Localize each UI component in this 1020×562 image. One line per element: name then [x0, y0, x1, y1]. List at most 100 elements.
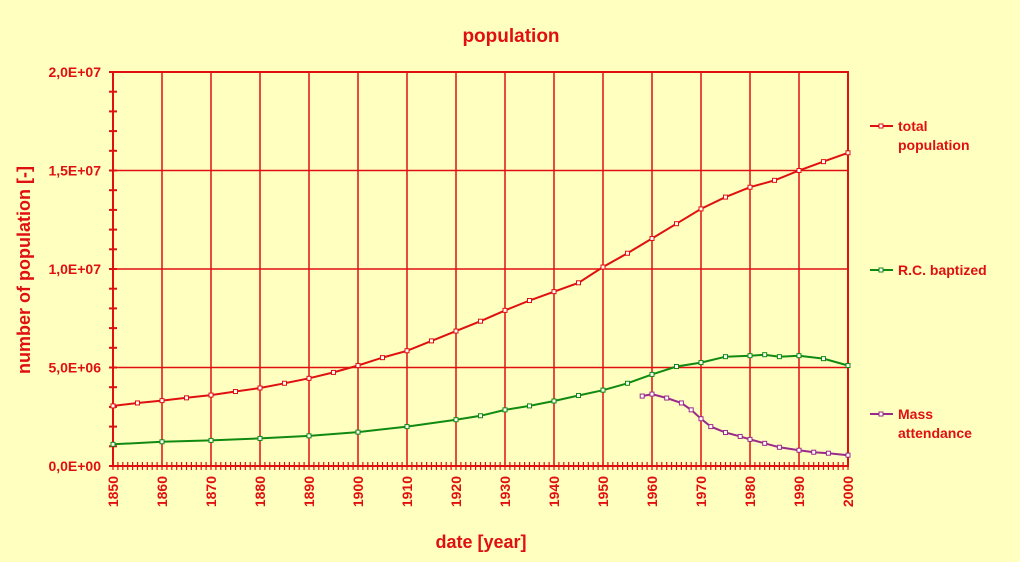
data-point: [747, 184, 753, 190]
data-point: [821, 159, 826, 165]
data-point: [776, 444, 782, 450]
x-tick-label: 1860: [154, 476, 170, 507]
x-tick-label: 1890: [301, 476, 317, 507]
data-point: [159, 398, 165, 404]
data-point: [478, 413, 483, 419]
data-point: [776, 354, 782, 360]
legend-label: total population: [898, 118, 970, 153]
data-point: [747, 436, 753, 442]
legend-label: R.C. baptized: [898, 262, 987, 278]
data-point: [821, 356, 826, 362]
data-point: [723, 430, 728, 436]
data-point: [184, 395, 189, 401]
x-tick-label: 1910: [399, 476, 415, 507]
data-point: [796, 353, 802, 359]
grid: [112, 71, 849, 467]
legend: total population R.C. baptized Mass attendan…: [870, 118, 987, 441]
x-tick-label: 1850: [105, 476, 121, 507]
data-point: [825, 450, 831, 456]
y-tick-label: 2,0E+07: [48, 64, 101, 80]
legend-marker: [878, 411, 884, 417]
x-tick-label: 1880: [252, 476, 268, 507]
data-point: [282, 380, 287, 386]
legend-label-line: attendance: [898, 425, 972, 441]
data-point: [698, 416, 704, 422]
data-point: [649, 391, 655, 397]
data-point: [674, 221, 679, 227]
data-point: [502, 407, 508, 413]
data-point: [380, 355, 385, 361]
data-point: [478, 318, 483, 324]
data-point: [698, 360, 704, 366]
data-point: [845, 452, 851, 458]
x-tick-label: 1900: [350, 476, 366, 507]
data-point: [772, 177, 777, 183]
data-point: [845, 150, 851, 156]
data-point: [404, 348, 410, 354]
legend-label-line: population: [898, 137, 970, 153]
data-point: [257, 435, 263, 441]
data-point: [664, 395, 670, 401]
legend-marker: [878, 267, 884, 273]
legend-label-line: Mass: [898, 406, 933, 422]
data-point: [576, 392, 581, 398]
data-point: [110, 403, 116, 409]
data-point: [551, 398, 557, 404]
data-point: [110, 441, 116, 447]
y-tick-label: 1,0E+07: [48, 261, 101, 277]
series: [110, 150, 851, 458]
x-tick-label: 1990: [791, 476, 807, 507]
data-point: [600, 387, 606, 393]
data-point: [762, 440, 768, 446]
data-point: [527, 298, 532, 304]
x-tick-label: 1870: [203, 476, 219, 507]
data-point: [135, 400, 140, 406]
data-point: [845, 363, 851, 369]
x-tick-label: 1940: [546, 476, 562, 507]
data-point: [723, 194, 728, 200]
x-tick-label: 1960: [644, 476, 660, 507]
data-point: [796, 447, 802, 453]
data-point: [208, 392, 214, 398]
data-point: [747, 353, 753, 359]
x-tick-label: 1980: [742, 476, 758, 507]
axes: 0,0E+00 5,0E+06 1,0E+07 1,5E+07 2,0E+07 1850 1…: [48, 64, 856, 507]
data-point: [674, 364, 679, 370]
data-point: [811, 449, 817, 455]
data-point: [257, 385, 263, 391]
data-point: [796, 168, 802, 173]
x-tick-label: 1930: [497, 476, 513, 507]
data-point: [762, 352, 768, 358]
chart-title: population: [462, 26, 559, 47]
data-point: [527, 403, 532, 409]
data-point: [502, 307, 508, 313]
data-point: [453, 417, 459, 423]
data-point: [708, 424, 714, 430]
data-point: [208, 437, 214, 443]
data-point: [678, 400, 684, 406]
data-point: [625, 380, 630, 386]
data-point: [649, 371, 655, 377]
legend-marker: [878, 123, 884, 129]
data-point: [355, 363, 361, 369]
x-tick-label: 1920: [448, 476, 464, 507]
data-point: [688, 407, 694, 413]
y-tick-label: 0,0E+00: [48, 458, 101, 474]
legend-label-line: total: [898, 118, 928, 134]
x-tick-label: 2000: [840, 476, 856, 507]
data-point: [576, 280, 581, 286]
legend-label: Mass attendance: [898, 406, 972, 441]
x-tick-label: 1970: [693, 476, 709, 507]
y-axis-label: number of population [-]: [14, 166, 34, 374]
data-point: [649, 235, 655, 241]
data-point: [639, 393, 645, 399]
data-point: [306, 375, 312, 381]
data-point: [600, 264, 606, 270]
y-tick-label: 5,0E+06: [48, 360, 101, 376]
data-point: [737, 433, 743, 439]
data-point: [355, 429, 361, 435]
data-point: [551, 289, 557, 295]
series-line: [642, 393, 849, 457]
